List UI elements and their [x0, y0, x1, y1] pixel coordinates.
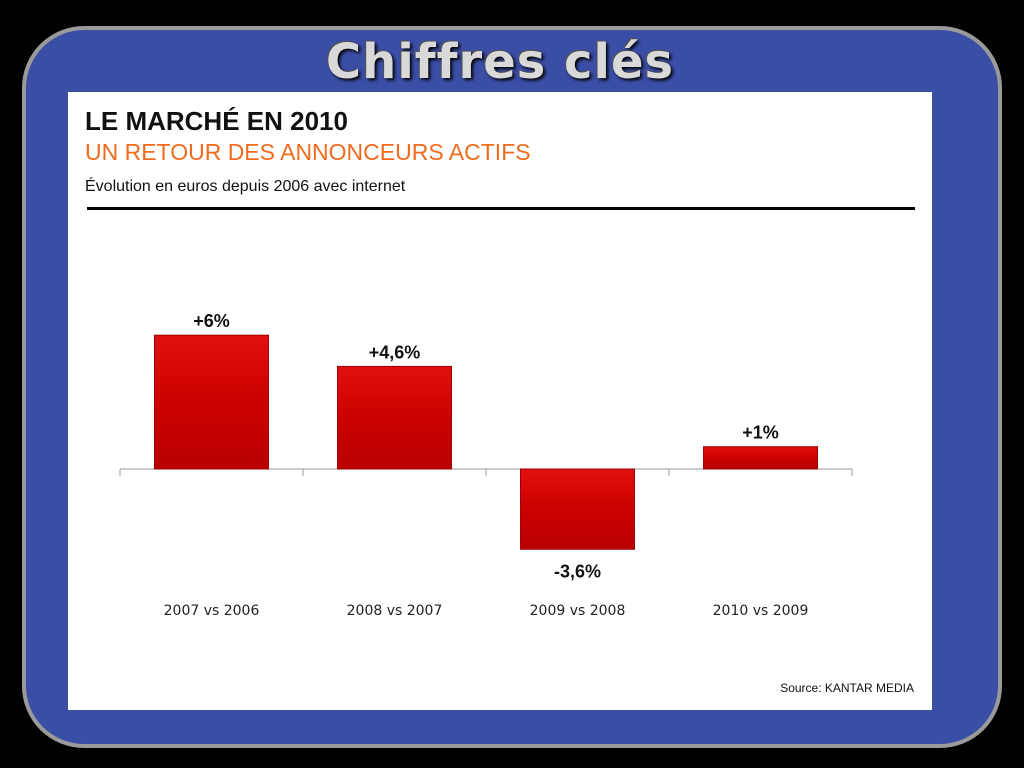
bar — [154, 334, 269, 470]
data-label: +1% — [742, 423, 779, 443]
chart-caption: Évolution en euros depuis 2006 avec inte… — [85, 178, 406, 195]
bar — [337, 365, 452, 470]
chart-panel: LE MARCHÉ EN 2010 UN RETOUR DES ANNONCEU… — [68, 92, 932, 710]
x-tick-label: 2009 vs 2008 — [530, 603, 626, 619]
bar — [520, 468, 635, 550]
source-note: Source: KANTAR MEDIA — [780, 681, 914, 695]
slide-title: Chiffres clés — [325, 34, 675, 90]
bar-chart: +6% 2007 vs 2006 +4,6% 2008 vs 2007 -3,6% 200… — [119, 311, 853, 619]
x-tick-label: 2007 vs 2006 — [164, 603, 260, 619]
x-tick-label: 2008 vs 2007 — [347, 603, 443, 619]
panel-subheading: UN RETOUR DES ANNONCEURS ACTIFS — [85, 139, 531, 165]
bar — [703, 446, 818, 470]
data-label: +6% — [193, 311, 230, 331]
panel-heading: LE MARCHÉ EN 2010 — [85, 106, 348, 136]
data-label: +4,6% — [369, 342, 421, 362]
x-tick-label: 2010 vs 2009 — [713, 603, 809, 619]
data-label: -3,6% — [554, 561, 601, 581]
header-rule — [87, 207, 915, 210]
